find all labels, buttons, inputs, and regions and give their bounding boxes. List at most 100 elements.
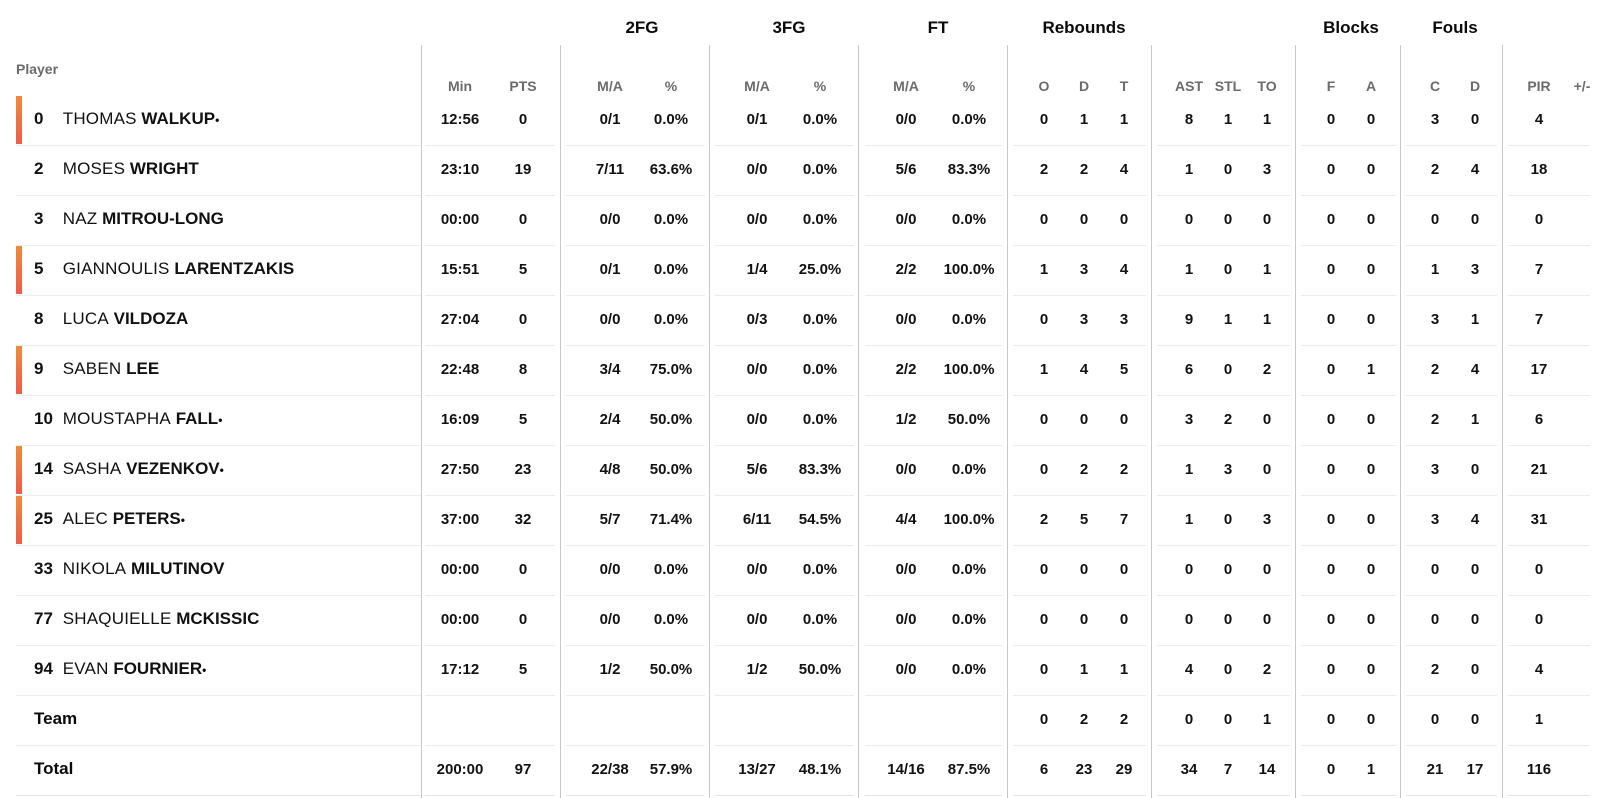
row-separator [16,745,421,746]
stat-ft-pct: 0.0% [951,111,987,128]
row-separator [566,545,705,546]
stat-pts: 5 [518,411,528,428]
stat-pir: 0 [1534,211,1544,228]
row-separator [1508,445,1590,446]
row-separator [1157,795,1290,796]
stat-ft-ma: 2/2 [895,261,917,278]
row-separator [1301,145,1396,146]
row-separator [1013,395,1146,396]
player-name[interactable]: 94 EVAN FOURNIER• [34,659,206,679]
player-last-name: VILDOZA [113,309,189,328]
stat-pir: 18 [1530,161,1548,178]
row-separator [1157,445,1290,446]
row-separator [425,145,555,146]
row-separator [425,795,555,796]
stat-to: 3 [1262,161,1272,178]
stat-blk-a: 0 [1366,411,1376,428]
row-separator [1508,345,1590,346]
row-separator [425,595,555,596]
player-name[interactable]: 9 SABEN LEE [34,359,159,379]
player-name[interactable]: 14 SASHA VEZENKOV• [34,459,224,479]
stat-blk-f: 0 [1326,111,1336,128]
stat-reb-t: 4 [1119,161,1129,178]
player-name[interactable]: 33 NIKOLA MILUTINOV [34,559,225,579]
stat-foul-d: 3 [1470,261,1480,278]
row-separator [1508,295,1590,296]
stat-reb-t: 3 [1119,311,1129,328]
stat-ft-ma: 5/6 [895,161,917,178]
row-separator [1013,345,1146,346]
row-separator [1157,295,1290,296]
col-header-foul-c: C [1429,78,1441,94]
stat-reb-o: 0 [1039,611,1049,628]
stat-fg3-ma: 0/3 [746,311,768,328]
stat-ast: 0 [1184,561,1194,578]
stat-pir: 7 [1534,311,1544,328]
row-separator [1508,495,1590,496]
stat-stl: 2 [1223,411,1233,428]
stat-reb-d: 0 [1079,611,1089,628]
stat-stl: 0 [1223,511,1233,528]
stat-ft-ma: 14/16 [887,761,925,778]
stat-reb-t: 0 [1119,611,1129,628]
row-separator [1301,645,1396,646]
player-last-name: FALL [175,409,219,428]
player-number: 5 [34,259,44,278]
stat-foul-c: 3 [1430,311,1440,328]
player-last-name: MITROU-LONG [102,209,224,228]
row-separator [566,495,705,496]
row-separator [1508,645,1590,646]
player-last-name: FOURNIER [113,659,203,678]
row-separator [1508,795,1590,796]
row-separator [865,545,1002,546]
stat-blk-a: 0 [1366,111,1376,128]
row-separator [1013,795,1146,796]
stat-blk-a: 0 [1366,561,1376,578]
player-name[interactable]: 77 SHAQUIELLE MCKISSIC [34,609,259,629]
player-name[interactable]: 10 MOUSTAPHA FALL• [34,409,222,429]
row-separator [865,195,1002,196]
stat-fg2-ma: 22/38 [591,761,629,778]
stat-to: 1 [1262,311,1272,328]
player-name[interactable]: 3 NAZ MITROU-LONG [34,209,224,229]
stat-to: 1 [1262,111,1272,128]
row-separator [16,295,421,296]
row-separator [1157,745,1290,746]
stat-ft-ma: 2/2 [895,361,917,378]
player-name[interactable]: 25 ALEC PETERS• [34,509,185,529]
stat-to: 3 [1262,511,1272,528]
stat-ast: 1 [1184,161,1194,178]
player-name[interactable]: 0 THOMAS WALKUP• [34,109,219,129]
row-separator [1157,645,1290,646]
stat-stl: 0 [1223,711,1233,728]
row-separator [865,145,1002,146]
stat-foul-c: 2 [1430,161,1440,178]
stat-ast: 9 [1184,311,1194,328]
row-separator [566,795,705,796]
stat-fg2-pct: 50.0% [649,411,693,428]
player-name[interactable]: 8 LUCA VILDOZA [34,309,188,329]
stat-stl: 0 [1223,261,1233,278]
row-separator [865,745,1002,746]
row-separator [865,695,1002,696]
stat-to: 2 [1262,361,1272,378]
table-row: 8 LUCA VILDOZA 27:04 0 0/0 0.0% 0/3 0.0% 0/0 0.0… [0,296,1602,346]
stat-fg3-ma: 6/11 [742,511,772,528]
stat-fg2-ma: 1/2 [599,661,621,678]
row-separator [16,345,421,346]
row-separator [865,345,1002,346]
column-divider [1151,45,1152,798]
stat-blk-a: 0 [1366,211,1376,228]
stat-pts: 32 [514,511,532,528]
row-separator [566,695,705,696]
player-name[interactable]: 2 MOSES WRIGHT [34,159,199,179]
stat-min: 12:56 [440,111,480,128]
player-name[interactable]: 5 GIANNOULIS LARENTZAKIS [34,259,294,279]
stat-reb-d: 3 [1079,311,1089,328]
stat-foul-d: 4 [1470,511,1480,528]
player-first-name: SABEN [62,359,122,378]
stat-reb-t: 2 [1119,711,1129,728]
stat-foul-c: 0 [1430,611,1440,628]
row-separator [1508,695,1590,696]
stat-reb-d: 2 [1079,711,1089,728]
